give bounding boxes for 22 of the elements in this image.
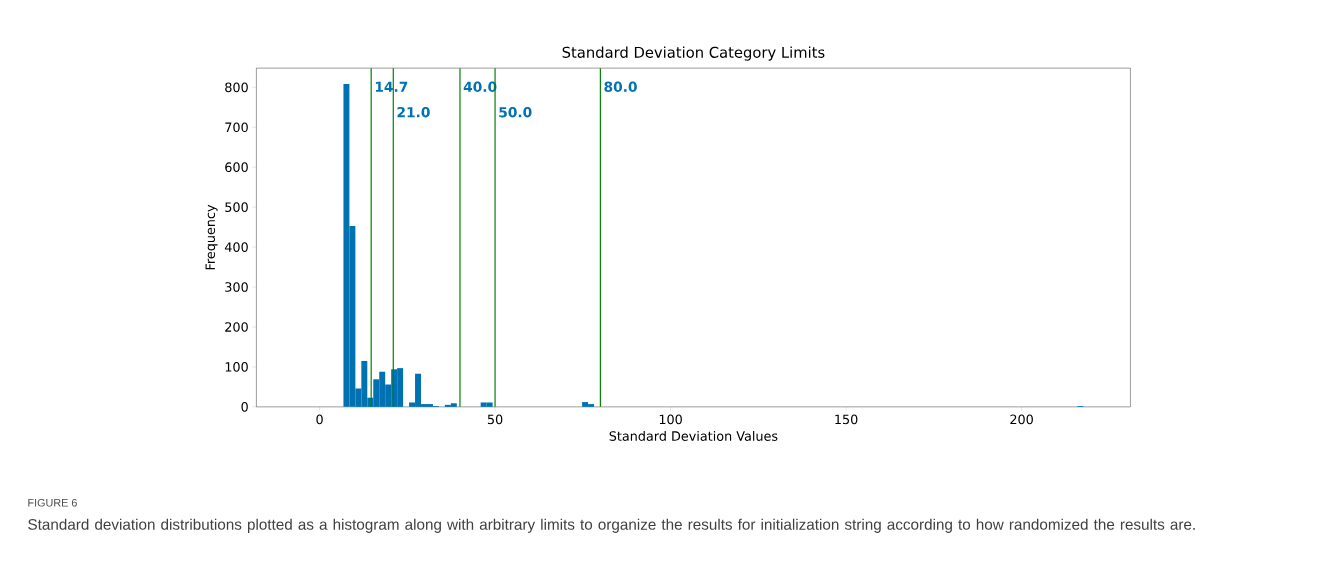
ref-line-label: 21.0 (397, 107, 430, 118)
y-axis-title: Frequency (205, 204, 218, 270)
x-tick-label: 150 (835, 414, 858, 425)
x-tick-label: 200 (1010, 414, 1033, 425)
ref-line-label: 80.0 (604, 81, 637, 93)
ref-line-label: 50.0 (499, 107, 532, 118)
x-axis-title: Standard Deviation Values (609, 431, 778, 441)
caption: FIGURE 6 (28, 498, 77, 507)
y-tick-label: 200 (225, 322, 248, 332)
text: Standard deviation distributions plotted as a histogram along with arbitrary limits to organize the results for initialization string according to how randomized the results are. (28, 518, 1195, 533)
x-tick-label: 100 (659, 414, 682, 425)
x-tick-label: 50 (487, 414, 503, 425)
y-tick-label: 0 (241, 402, 248, 412)
y-tick-label: 700 (225, 122, 248, 133)
y-tick-label: 300 (225, 282, 248, 292)
chart-title: Standard Deviation Category Limits (562, 46, 825, 61)
y-tick-label: 400 (224, 242, 248, 252)
y-tick-label: 800 (225, 82, 248, 93)
y-tick-label: 600 (225, 162, 248, 173)
y-tick-label: 100 (225, 362, 248, 372)
x-tick-label: 0 (316, 414, 323, 425)
y-tick-label: 500 (225, 202, 248, 213)
